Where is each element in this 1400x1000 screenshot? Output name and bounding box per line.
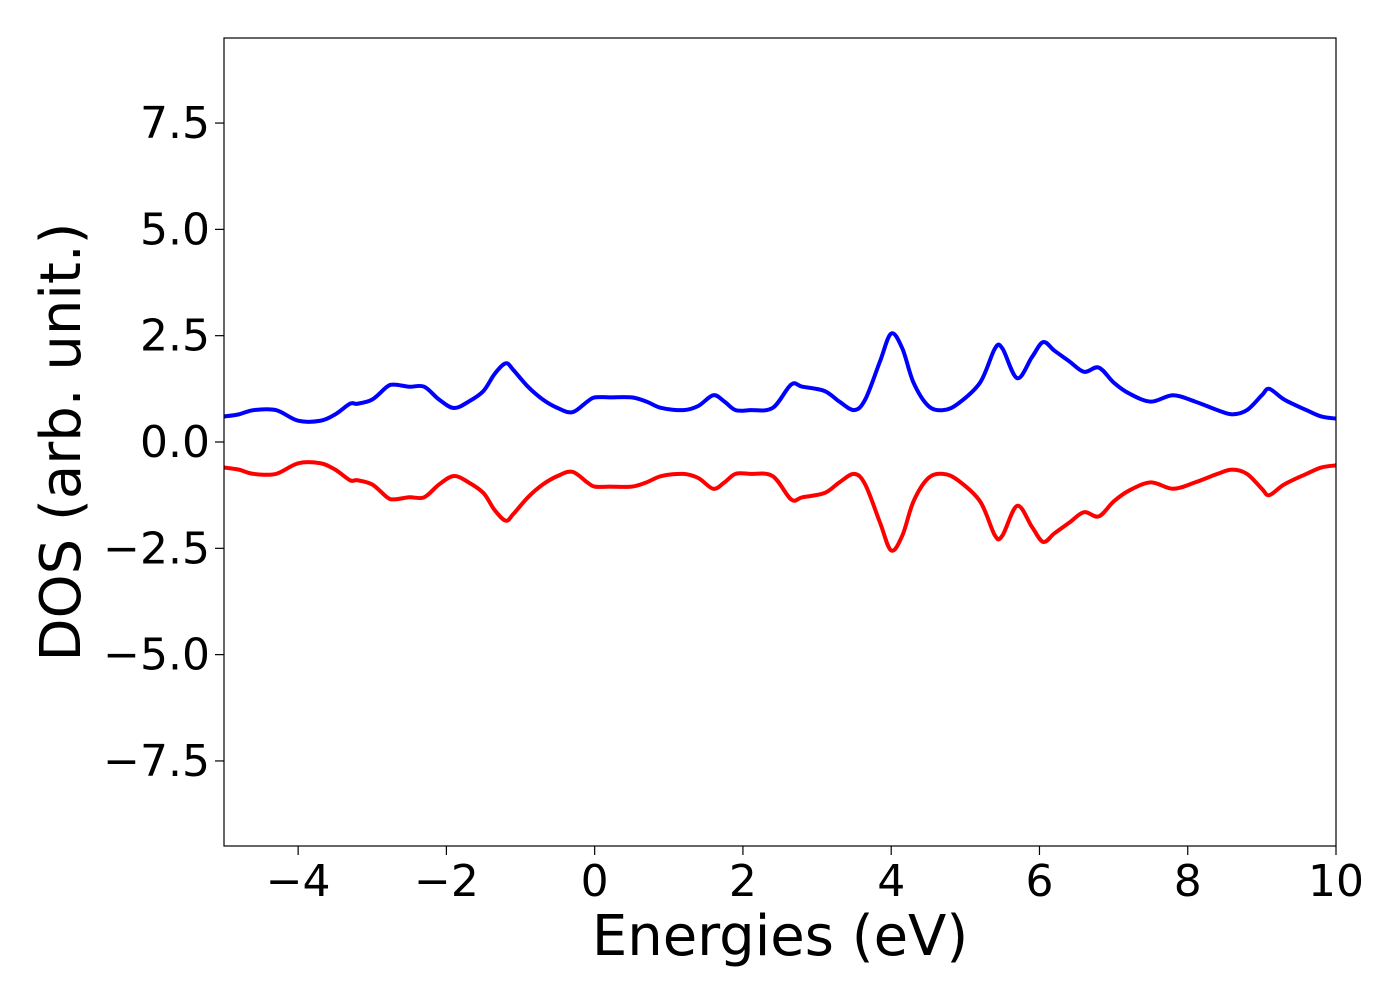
x-tick-label: 0 [581, 856, 609, 907]
x-tick-label: −4 [266, 856, 331, 907]
y-tick-label: 5.0 [140, 204, 210, 255]
series-layer [224, 331, 1336, 553]
x-tick-label: 4 [877, 856, 905, 907]
y-tick-label: −5.0 [103, 630, 210, 681]
y-axis: 7.5 5.0 2.5 0.0 −2.5 −5.0 −7.5 [103, 98, 224, 787]
x-tick-label: 10 [1308, 856, 1364, 907]
dos-line-positive [224, 331, 1336, 424]
y-axis-title: DOS (arb. unit.) [29, 222, 94, 661]
x-axis-title: Energies (eV) [592, 904, 968, 969]
y-tick-label: 7.5 [140, 98, 210, 149]
y-tick-label: 2.5 [140, 311, 210, 362]
y-tick-label: −7.5 [103, 736, 210, 787]
y-tick-label: −2.5 [103, 523, 210, 574]
y-tick-label: 0.0 [140, 417, 210, 468]
x-axis: −4 −2 0 2 4 6 8 10 [266, 846, 1364, 907]
dos-line-negative [224, 460, 1336, 553]
x-tick-label: 8 [1174, 856, 1202, 907]
x-tick-label: −2 [414, 856, 479, 907]
x-tick-label: 2 [729, 856, 757, 907]
x-tick-label: 6 [1025, 856, 1053, 907]
